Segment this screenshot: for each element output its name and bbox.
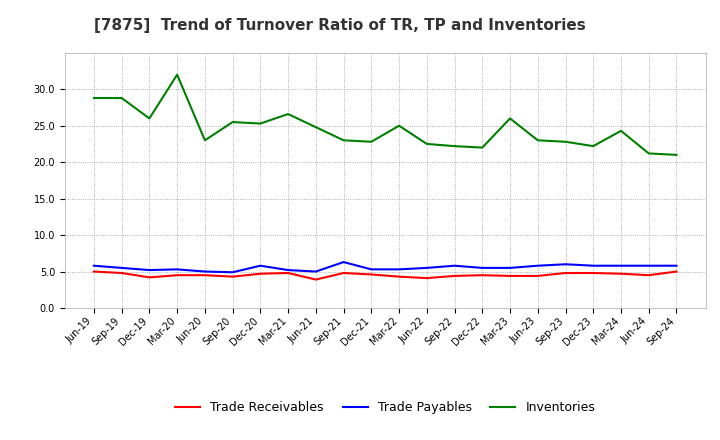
Trade Payables xyxy=(478,265,487,271)
Inventories xyxy=(395,123,403,128)
Trade Receivables xyxy=(228,274,237,279)
Trade Payables xyxy=(395,267,403,272)
Trade Receivables xyxy=(616,271,625,276)
Trade Payables xyxy=(505,265,514,271)
Trade Payables xyxy=(145,268,154,273)
Trade Receivables xyxy=(505,273,514,279)
Inventories xyxy=(173,72,181,77)
Trade Payables xyxy=(672,263,681,268)
Trade Receivables xyxy=(312,277,320,282)
Inventories xyxy=(505,116,514,121)
Trade Payables xyxy=(339,260,348,265)
Trade Receivables xyxy=(561,270,570,275)
Inventories xyxy=(312,125,320,130)
Trade Payables xyxy=(228,270,237,275)
Trade Receivables xyxy=(478,272,487,278)
Inventories xyxy=(284,111,292,117)
Trade Receivables xyxy=(173,272,181,278)
Trade Receivables xyxy=(256,271,265,276)
Trade Receivables xyxy=(423,275,431,281)
Trade Payables xyxy=(201,269,210,274)
Trade Payables xyxy=(117,265,126,271)
Trade Payables xyxy=(367,267,376,272)
Inventories xyxy=(534,138,542,143)
Trade Receivables xyxy=(145,275,154,280)
Trade Payables xyxy=(450,263,459,268)
Trade Receivables xyxy=(534,273,542,279)
Trade Payables xyxy=(561,262,570,267)
Inventories xyxy=(450,143,459,149)
Trade Receivables xyxy=(395,274,403,279)
Legend: Trade Receivables, Trade Payables, Inventories: Trade Receivables, Trade Payables, Inven… xyxy=(170,396,600,419)
Inventories xyxy=(478,145,487,150)
Inventories xyxy=(339,138,348,143)
Trade Payables xyxy=(89,263,98,268)
Trade Receivables xyxy=(644,272,653,278)
Inventories xyxy=(644,151,653,156)
Trade Payables xyxy=(256,263,265,268)
Inventories xyxy=(616,128,625,133)
Line: Inventories: Inventories xyxy=(94,75,677,155)
Trade Receivables xyxy=(367,272,376,277)
Text: [7875]  Trend of Turnover Ratio of TR, TP and Inventories: [7875] Trend of Turnover Ratio of TR, TP… xyxy=(94,18,585,33)
Trade Receivables xyxy=(284,270,292,275)
Inventories xyxy=(423,141,431,147)
Trade Receivables xyxy=(589,270,598,275)
Inventories xyxy=(672,152,681,158)
Trade Receivables xyxy=(339,270,348,275)
Line: Trade Receivables: Trade Receivables xyxy=(94,271,677,279)
Inventories xyxy=(589,143,598,149)
Trade Payables xyxy=(616,263,625,268)
Inventories xyxy=(256,121,265,126)
Inventories xyxy=(228,119,237,125)
Trade Payables xyxy=(173,267,181,272)
Trade Payables xyxy=(589,263,598,268)
Trade Receivables xyxy=(89,269,98,274)
Trade Receivables xyxy=(450,273,459,279)
Inventories xyxy=(201,138,210,143)
Trade Payables xyxy=(312,269,320,274)
Trade Payables xyxy=(534,263,542,268)
Inventories xyxy=(89,95,98,101)
Inventories xyxy=(367,139,376,144)
Trade Payables xyxy=(423,265,431,271)
Inventories xyxy=(561,139,570,144)
Trade Receivables xyxy=(201,272,210,278)
Trade Payables xyxy=(644,263,653,268)
Trade Receivables xyxy=(672,269,681,274)
Line: Trade Payables: Trade Payables xyxy=(94,262,677,272)
Inventories xyxy=(145,116,154,121)
Trade Receivables xyxy=(117,270,126,275)
Inventories xyxy=(117,95,126,101)
Trade Payables xyxy=(284,268,292,273)
